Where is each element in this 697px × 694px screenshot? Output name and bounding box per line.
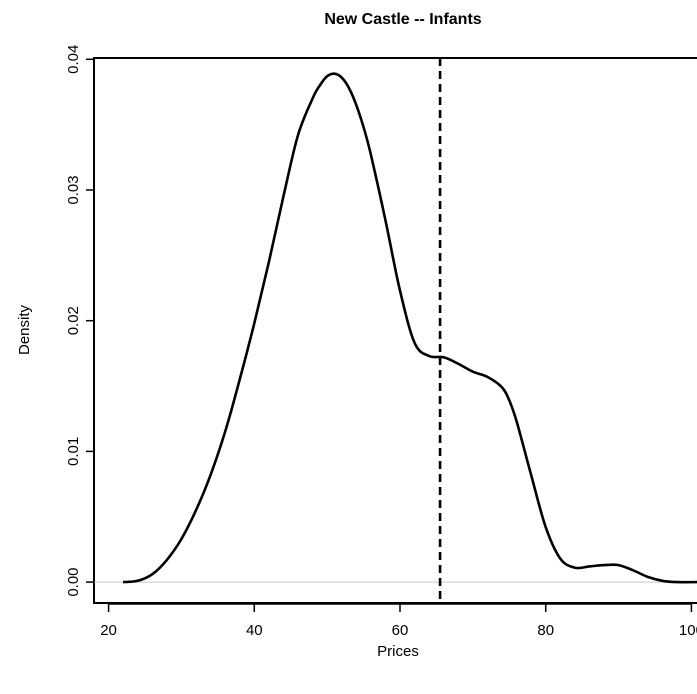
x-tick-label: 20 [100, 622, 117, 639]
chart-title: New Castle -- Infants [324, 11, 481, 28]
y-axis: 0.00 0.01 0.02 0.03 0.04 [65, 45, 95, 597]
x-axis-label: Prices [377, 643, 419, 660]
y-tick-label: 0.02 [65, 306, 82, 335]
x-tick-label: 60 [392, 622, 409, 639]
y-tick-label: 0.04 [65, 45, 82, 74]
x-tick-label: 80 [537, 622, 554, 639]
plot-frame [93, 57, 697, 604]
y-tick-label: 0.03 [65, 175, 82, 204]
x-tick-label: 40 [246, 622, 263, 639]
x-tick-label: 100 [679, 622, 697, 639]
y-tick-label: 0.00 [65, 567, 82, 596]
y-tick-label: 0.01 [65, 437, 82, 466]
y-axis-label: Density [16, 304, 33, 355]
x-axis: 20 40 60 80 100 [100, 603, 697, 639]
density-curve [122, 72, 697, 584]
